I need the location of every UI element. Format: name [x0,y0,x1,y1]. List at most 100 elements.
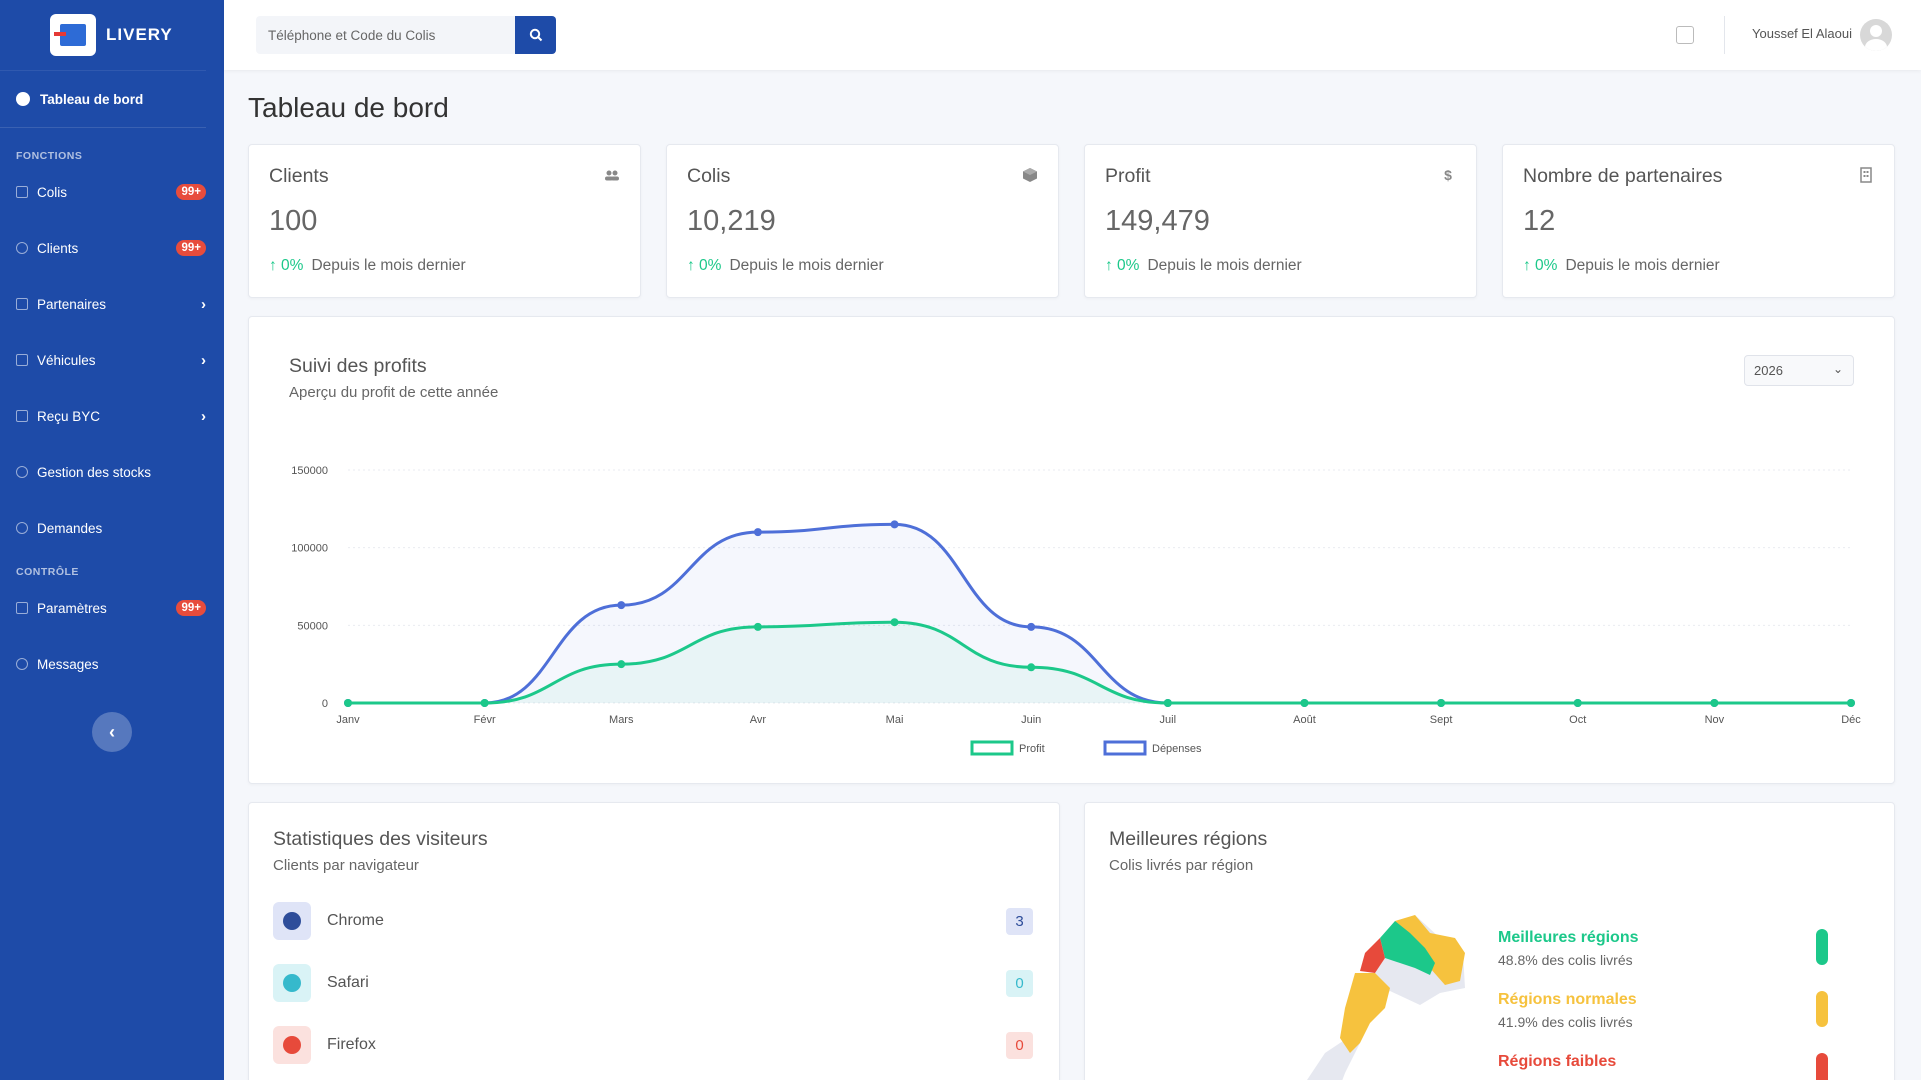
data-point [753,622,762,631]
stat-note: Depuis le mois dernier [729,257,884,274]
data-point [344,699,352,707]
chevron-right-icon: › [201,295,206,313]
stat-change: ↑ 0% [1105,257,1140,274]
box-icon [54,24,86,46]
stat-value: 12 [1523,205,1556,237]
year-select-value: 2026 [1754,363,1783,378]
sidebar-item-label: Véhicules [37,352,96,368]
sidebar: LIVERY Tableau de bord FONCTIONS Colis 9… [0,0,224,1080]
browser-row: Safari 0 [273,963,1033,1003]
browser-name: Safari [327,974,369,991]
stat-footer: ↑ 0% Depuis le mois dernier [269,257,466,275]
stat-value: 100 [269,205,318,237]
brand[interactable]: LIVERY [0,0,224,70]
count-badge: 99+ [176,600,206,616]
sidebar-item-label: Partenaires [37,296,107,312]
search-bar [256,16,556,54]
chart-subtitle: Aperçu du profit de cette année [289,384,499,401]
chart-title: Suivi des profits [289,355,427,377]
stat-change: ↑ 0% [1523,257,1558,274]
x-tick-label: Août [1293,714,1316,726]
browser-name: Firefox [327,1036,376,1053]
x-tick-label: Avr [750,714,767,726]
regions-map[interactable] [1215,913,1515,1080]
data-point [890,618,899,627]
firefox-icon [273,1026,311,1064]
year-select[interactable]: 2026 ⌄ [1744,355,1854,386]
y-tick-label: 0 [322,698,328,710]
browser-row: Chrome 3 [273,901,1033,941]
stat-footer: ↑ 0% Depuis le mois dernier [1105,257,1302,275]
box-icon [1023,168,1037,182]
x-tick-label: Mars [609,714,634,726]
visitors-title: Statistiques des visiteurs [273,828,488,850]
brand-logo [50,14,96,56]
safari-icon [273,964,311,1002]
sidebar-collapse-button[interactable]: ‹ [92,712,132,752]
sidebar-item-vehicules[interactable]: Véhicules › [0,332,224,388]
regions-card: Meilleures régions Colis livrés par régi… [1084,802,1895,1080]
sidebar-item-colis[interactable]: Colis 99+ [0,164,224,220]
sidebar-item-messages[interactable]: Messages [0,636,224,692]
legend-swatch [970,740,1014,756]
stat-title: Nombre de partenaires [1523,165,1723,187]
region-legend-sub: 41.9% des colis livrés [1498,1014,1633,1030]
data-point [1300,699,1309,707]
x-tick-label: Févr [474,714,496,726]
sidebar-item-label: Demandes [37,520,103,536]
profit-chart-card: Suivi des profits Aperçu du profit de ce… [248,316,1895,784]
grid-icon [16,410,28,422]
chevron-right-icon: › [201,407,206,425]
sidebar-item-recu-byc[interactable]: Reçu BYC › [0,388,224,444]
region-legend-title: Meilleures régions [1498,929,1639,946]
search-input[interactable] [256,16,515,54]
sidebar-item-parametres[interactable]: Paramètres 99+ [0,580,224,636]
section-label-controle: CONTRÔLE [16,566,79,578]
data-point [1573,699,1582,707]
building-icon [1860,167,1872,183]
stat-change: ↑ 0% [687,257,722,274]
stat-title: Colis [687,165,731,187]
chat-icon [16,658,28,670]
sidebar-item-dashboard[interactable]: Tableau de bord [0,70,206,128]
regions-title: Meilleures régions [1109,828,1268,850]
avatar[interactable] [1860,19,1892,51]
data-point [617,660,626,669]
dashboard-icon [16,92,30,106]
translate-icon[interactable] [1676,26,1694,44]
user-icon [16,522,28,534]
dollar-icon: $ [1444,167,1452,183]
region-legend-swatch [1816,929,1828,965]
count-badge: 99+ [176,184,206,200]
search-button[interactable] [515,16,556,54]
truck-icon [16,354,28,366]
sidebar-item-label: Tableau de bord [40,91,144,107]
x-tick-label: Juin [1021,714,1041,726]
series-area [348,622,1851,703]
stat-card-profit: Profit $ 149,479 ↑ 0% Depuis le mois dern… [1084,144,1477,298]
sidebar-item-label: Reçu BYC [37,408,101,424]
x-tick-label: Nov [1705,714,1725,726]
stat-card-colis: Colis 10,219 ↑ 0% Depuis le mois dernier [666,144,1059,298]
sidebar-item-label: Messages [37,656,99,672]
x-tick-label: Janv [336,714,360,726]
y-tick-label: 100000 [291,543,328,555]
y-tick-label: 150000 [291,465,328,477]
stat-note: Depuis le mois dernier [311,257,466,274]
sidebar-item-partenaires[interactable]: Partenaires › [0,276,224,332]
topbar: Youssef El Alaoui [224,0,1921,70]
search-icon [529,28,542,42]
stat-value: 149,479 [1105,205,1210,237]
data-point [753,528,762,537]
regions-subtitle: Colis livrés par région [1109,857,1254,874]
box-icon [16,186,28,198]
user-icon [16,466,28,478]
sidebar-item-clients[interactable]: Clients 99+ [0,220,224,276]
data-point [1163,699,1172,707]
sidebar-item-gestion-stocks[interactable]: Gestion des stocks [0,444,224,500]
username[interactable]: Youssef El Alaoui [1752,26,1852,41]
stat-note: Depuis le mois dernier [1565,257,1720,274]
legend-swatch [1103,740,1147,756]
data-point [1847,699,1855,707]
sidebar-item-demandes[interactable]: Demandes [0,500,224,556]
